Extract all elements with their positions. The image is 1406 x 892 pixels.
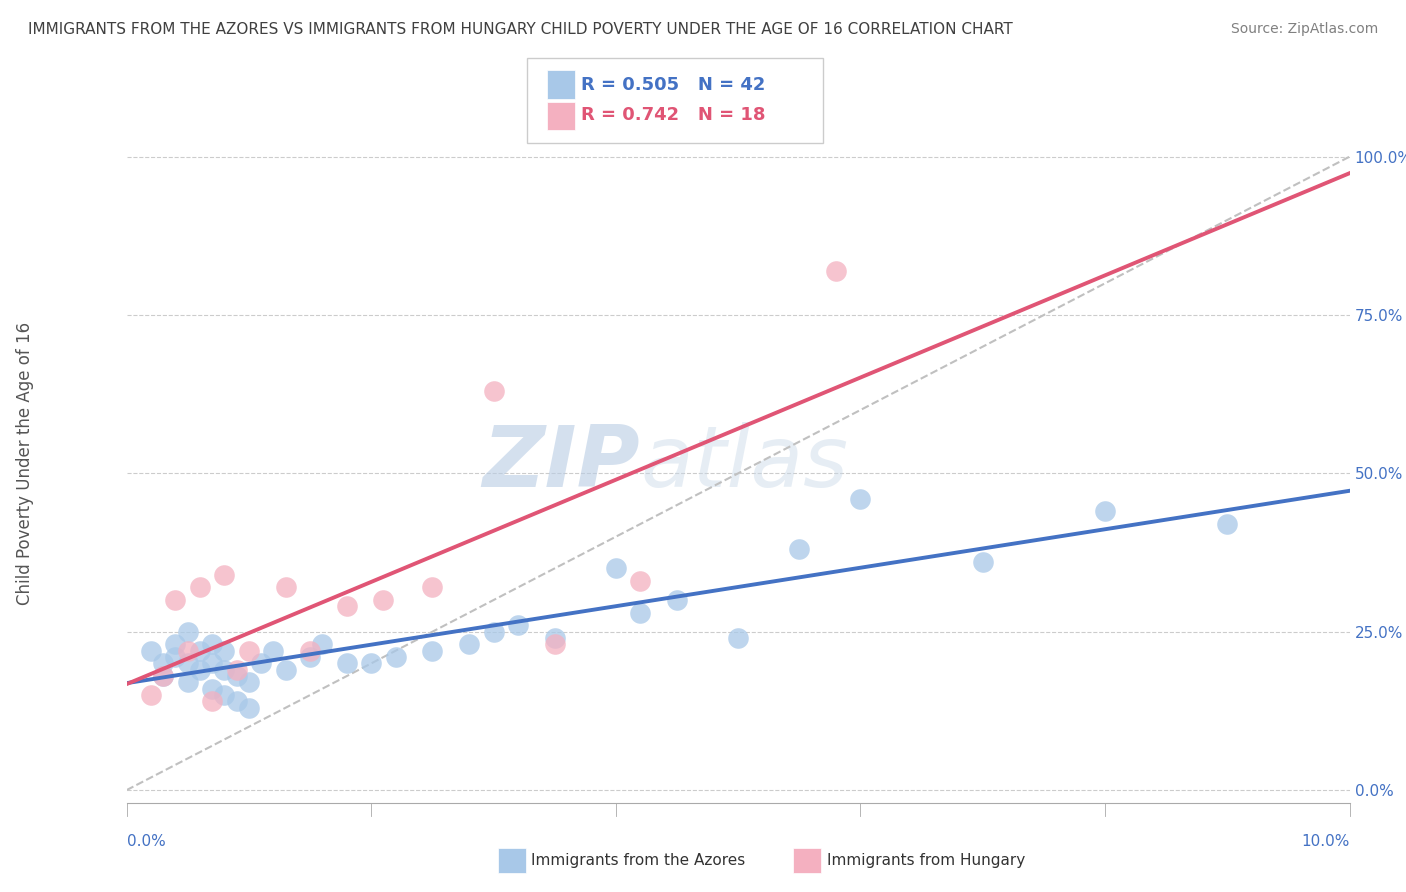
- Point: [152, 669, 174, 683]
- Point: [373, 593, 395, 607]
- Point: [238, 700, 260, 714]
- Point: [139, 688, 162, 702]
- Point: [299, 650, 322, 665]
- Point: [544, 631, 567, 645]
- Point: [238, 644, 260, 658]
- Text: R = 0.742   N = 18: R = 0.742 N = 18: [581, 106, 765, 124]
- Point: [225, 663, 247, 677]
- Text: Source: ZipAtlas.com: Source: ZipAtlas.com: [1230, 22, 1378, 37]
- Point: [214, 688, 236, 702]
- Point: [214, 567, 236, 582]
- Text: Child Poverty Under the Age of 16: Child Poverty Under the Age of 16: [17, 322, 34, 606]
- Text: ZIP: ZIP: [482, 422, 640, 506]
- Point: [789, 542, 811, 557]
- Point: [201, 681, 224, 696]
- Point: [177, 675, 200, 690]
- Point: [152, 669, 174, 683]
- Point: [139, 644, 162, 658]
- Text: IMMIGRANTS FROM THE AZORES VS IMMIGRANTS FROM HUNGARY CHILD POVERTY UNDER THE AG: IMMIGRANTS FROM THE AZORES VS IMMIGRANTS…: [28, 22, 1012, 37]
- Text: R = 0.505   N = 42: R = 0.505 N = 42: [581, 76, 765, 94]
- Point: [1094, 504, 1116, 518]
- Point: [482, 624, 505, 639]
- Point: [165, 593, 187, 607]
- Point: [972, 555, 994, 569]
- Point: [727, 631, 749, 645]
- Point: [214, 663, 236, 677]
- Point: [422, 581, 444, 595]
- Point: [165, 637, 187, 651]
- Point: [825, 263, 848, 277]
- Text: Immigrants from Hungary: Immigrants from Hungary: [827, 854, 1025, 868]
- Point: [666, 593, 689, 607]
- Point: [1216, 516, 1239, 531]
- Point: [384, 650, 406, 665]
- Point: [336, 657, 359, 671]
- Point: [628, 574, 651, 588]
- Point: [238, 675, 260, 690]
- Point: [482, 384, 505, 398]
- Point: [201, 657, 224, 671]
- Point: [360, 657, 382, 671]
- Point: [250, 657, 273, 671]
- Point: [506, 618, 529, 632]
- Text: 10.0%: 10.0%: [1302, 834, 1350, 849]
- Point: [544, 637, 567, 651]
- Point: [201, 637, 224, 651]
- Point: [336, 599, 359, 614]
- Point: [458, 637, 481, 651]
- Point: [201, 694, 224, 708]
- Text: atlas: atlas: [640, 422, 848, 506]
- Point: [225, 669, 247, 683]
- Point: [849, 491, 872, 506]
- Point: [177, 644, 200, 658]
- Text: Immigrants from the Azores: Immigrants from the Azores: [531, 854, 745, 868]
- Point: [177, 624, 200, 639]
- Point: [262, 644, 284, 658]
- Point: [225, 694, 247, 708]
- Point: [152, 657, 174, 671]
- Point: [605, 561, 627, 575]
- Point: [165, 650, 187, 665]
- Point: [188, 581, 211, 595]
- Point: [422, 644, 444, 658]
- Text: 0.0%: 0.0%: [127, 834, 166, 849]
- Point: [274, 663, 297, 677]
- Point: [299, 644, 322, 658]
- Point: [177, 657, 200, 671]
- Point: [311, 637, 333, 651]
- Point: [188, 644, 211, 658]
- Point: [628, 606, 651, 620]
- Point: [214, 644, 236, 658]
- Point: [274, 581, 297, 595]
- Point: [188, 663, 211, 677]
